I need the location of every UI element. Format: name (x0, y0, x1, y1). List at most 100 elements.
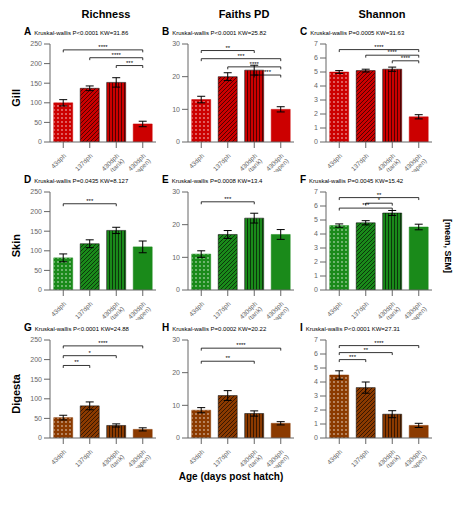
svg-text:20: 20 (172, 73, 180, 80)
svg-text:430dph(seapen): 430dph(seapen) (124, 448, 153, 468)
svg-text:5: 5 (314, 68, 318, 75)
svg-text:10: 10 (172, 402, 180, 409)
svg-text:430dph(tank): 430dph(tank) (100, 152, 126, 172)
svg-text:0: 0 (176, 286, 180, 293)
svg-text:***: *** (86, 198, 94, 204)
svg-text:430dph(tank): 430dph(tank) (376, 448, 402, 468)
svg-text:1: 1 (314, 124, 318, 131)
svg-text:****: **** (374, 340, 384, 346)
svg-text:430dph(tank): 430dph(tank) (100, 300, 126, 320)
svg-text:**: ** (74, 359, 79, 365)
svg-text:***: *** (349, 354, 357, 360)
svg-text:137dph: 137dph (211, 152, 232, 172)
svg-text:***: *** (264, 69, 272, 75)
svg-text:*: * (378, 197, 381, 203)
svg-text:43dph: 43dph (49, 448, 68, 467)
svg-text:137dph: 137dph (73, 152, 94, 172)
svg-text:3: 3 (314, 392, 318, 399)
svg-text:***: *** (237, 53, 245, 59)
svg-text:430dph(seapen): 430dph(seapen) (400, 152, 429, 172)
svg-text:2: 2 (314, 258, 318, 265)
svg-text:43dph: 43dph (325, 448, 344, 467)
svg-text:137dph: 137dph (349, 300, 370, 320)
svg-text:****: **** (98, 340, 108, 346)
svg-text:6: 6 (314, 54, 318, 61)
svg-text:43dph: 43dph (325, 152, 344, 171)
svg-text:7: 7 (314, 336, 318, 343)
svg-text:***: *** (362, 202, 370, 208)
svg-text:430dph(tank): 430dph(tank) (238, 152, 264, 172)
svg-text:150: 150 (30, 80, 42, 87)
svg-text:**: ** (225, 355, 230, 361)
svg-text:137dph: 137dph (73, 300, 94, 320)
svg-text:137dph: 137dph (349, 448, 370, 468)
svg-text:3: 3 (314, 96, 318, 103)
svg-text:43dph: 43dph (187, 448, 206, 467)
svg-text:****: **** (250, 61, 260, 67)
svg-text:137dph: 137dph (349, 152, 370, 172)
svg-text:***: *** (126, 60, 134, 66)
svg-text:137dph: 137dph (73, 448, 94, 468)
svg-text:4: 4 (314, 378, 318, 385)
svg-text:0: 0 (38, 286, 42, 293)
svg-text:430dph(seapen): 430dph(seapen) (262, 300, 291, 320)
svg-text:0: 0 (314, 286, 318, 293)
svg-text:250: 250 (30, 40, 42, 47)
svg-text:0: 0 (176, 434, 180, 441)
svg-text:43dph: 43dph (187, 300, 206, 319)
svg-text:430dph(seapen): 430dph(seapen) (400, 300, 429, 320)
svg-text:430dph(tank): 430dph(tank) (100, 448, 126, 468)
svg-text:43dph: 43dph (49, 152, 68, 171)
svg-text:430dph(seapen): 430dph(seapen) (262, 448, 291, 468)
svg-text:0: 0 (314, 434, 318, 441)
svg-text:**: ** (363, 347, 368, 353)
svg-text:7: 7 (314, 188, 318, 195)
svg-text:****: **** (401, 55, 411, 61)
svg-text:1: 1 (314, 420, 318, 427)
svg-text:430dph(seapen): 430dph(seapen) (400, 448, 429, 468)
svg-text:50: 50 (34, 119, 42, 126)
svg-text:30: 30 (172, 40, 180, 47)
svg-text:0: 0 (176, 138, 180, 145)
svg-text:****: **** (388, 49, 398, 55)
svg-text:0: 0 (38, 138, 42, 145)
svg-text:43dph: 43dph (325, 300, 344, 319)
svg-text:10: 10 (172, 254, 180, 261)
svg-text:**: ** (225, 45, 230, 51)
svg-text:200: 200 (30, 60, 42, 67)
svg-text:137dph: 137dph (211, 300, 232, 320)
svg-text:4: 4 (314, 230, 318, 237)
svg-text:430dph(tank): 430dph(tank) (238, 300, 264, 320)
svg-text:4: 4 (314, 82, 318, 89)
svg-text:50: 50 (34, 267, 42, 274)
svg-text:5: 5 (314, 364, 318, 371)
svg-text:100: 100 (30, 395, 42, 402)
svg-text:0: 0 (314, 138, 318, 145)
svg-text:10: 10 (172, 106, 180, 113)
svg-text:150: 150 (30, 228, 42, 235)
svg-text:6: 6 (314, 350, 318, 357)
svg-text:430dph(tank): 430dph(tank) (376, 152, 402, 172)
svg-text:430dph(seapen): 430dph(seapen) (124, 152, 153, 172)
svg-text:430dph(tank): 430dph(tank) (238, 448, 264, 468)
svg-text:5: 5 (314, 216, 318, 223)
svg-text:200: 200 (30, 356, 42, 363)
svg-text:20: 20 (172, 221, 180, 228)
svg-text:****: **** (112, 52, 122, 58)
svg-text:3: 3 (314, 244, 318, 251)
svg-text:250: 250 (30, 188, 42, 195)
svg-text:7: 7 (314, 40, 318, 47)
svg-text:20: 20 (172, 369, 180, 376)
svg-text:1: 1 (314, 272, 318, 279)
svg-text:2: 2 (314, 110, 318, 117)
svg-text:30: 30 (172, 336, 180, 343)
svg-text:30: 30 (172, 188, 180, 195)
svg-text:250: 250 (30, 336, 42, 343)
svg-text:****: **** (374, 44, 384, 50)
svg-text:0: 0 (38, 434, 42, 441)
svg-text:****: **** (98, 44, 108, 50)
svg-text:430dph(seapen): 430dph(seapen) (124, 300, 153, 320)
svg-text:430dph(seapen): 430dph(seapen) (262, 152, 291, 172)
svg-text:50: 50 (34, 415, 42, 422)
svg-text:100: 100 (30, 247, 42, 254)
